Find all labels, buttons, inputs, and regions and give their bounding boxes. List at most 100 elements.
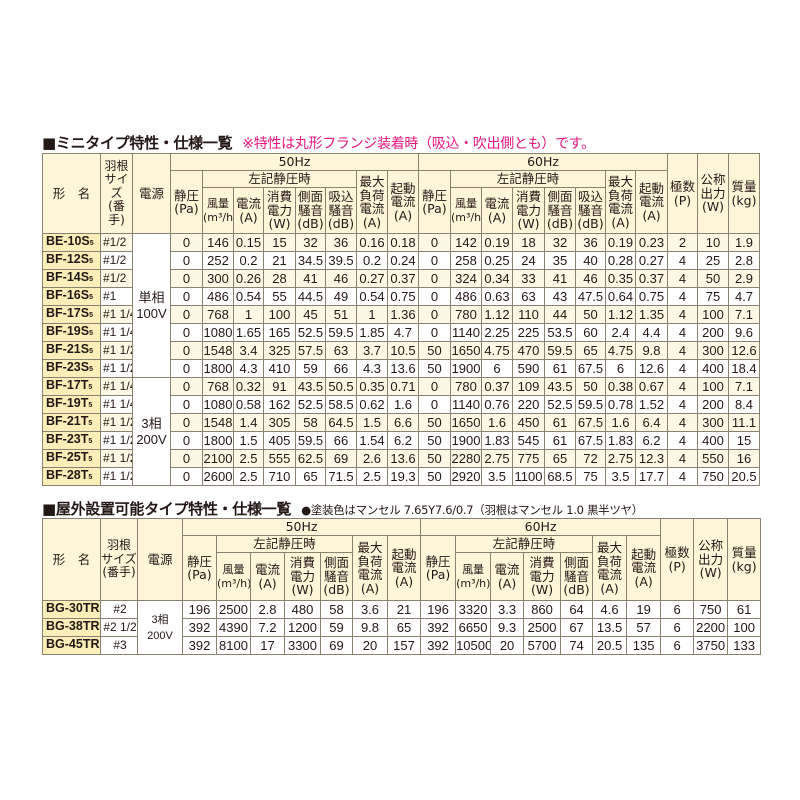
value-cell: 17.7 bbox=[635, 467, 668, 486]
value-cell: 36 bbox=[575, 233, 606, 252]
value-cell: 1650 bbox=[450, 341, 482, 360]
value-cell: 0 bbox=[170, 449, 203, 468]
max-load-current-header: 最大 負荷 電流 (A) bbox=[352, 535, 388, 601]
blade-size: #2 1/2 bbox=[100, 618, 138, 637]
value-cell: 0 bbox=[170, 323, 203, 342]
table-row: BF-19T5#1 1/4010800.5816252.558.50.621.6… bbox=[42, 395, 760, 414]
value-cell: 0.63 bbox=[481, 287, 513, 306]
model-code: BF-12S bbox=[46, 252, 90, 267]
value-cell: 4.7 bbox=[387, 323, 419, 342]
value-cell: 58 bbox=[295, 413, 326, 432]
value-cell: 6.2 bbox=[635, 431, 668, 450]
value-cell: 4 bbox=[667, 377, 698, 396]
model-name: BF-23T5 bbox=[42, 431, 101, 450]
hz50-header: 50Hz bbox=[181, 518, 422, 536]
value-cell: 3.5 bbox=[605, 467, 636, 486]
value-cell: 4 bbox=[667, 251, 698, 270]
model-suffix: 5 bbox=[88, 402, 93, 409]
value-cell: 325 bbox=[263, 341, 296, 360]
model-name: BF-21S5 bbox=[42, 341, 101, 360]
value-cell: 2500 bbox=[523, 618, 562, 637]
value-cell: 21 bbox=[386, 600, 422, 619]
value-cell: 1080 bbox=[202, 395, 234, 414]
value-cell: 28 bbox=[263, 269, 296, 288]
value-cell: 400 bbox=[697, 359, 729, 378]
poles-header: 極数 (P) bbox=[660, 518, 695, 601]
value-cell: 12.6 bbox=[728, 341, 760, 360]
value-cell: 1 bbox=[233, 305, 264, 324]
value-cell: 2.9 bbox=[728, 269, 760, 288]
table-row: BF-14S5 #1/2 0 300 0.26 28 41 46 0.27 0.37 0 324 0.3… bbox=[42, 269, 760, 288]
value-cell: 6 bbox=[605, 359, 636, 378]
value-cell: 60 bbox=[575, 323, 606, 342]
value-cell: 44.5 bbox=[295, 287, 326, 306]
value-cell: 8.4 bbox=[728, 395, 760, 414]
side-noise-header: 側面 騒音 (dB) bbox=[560, 552, 594, 601]
value-cell: 480 bbox=[284, 600, 321, 619]
model-code: BF-19T bbox=[46, 396, 89, 411]
value-cell: 58 bbox=[320, 600, 353, 619]
mini-type-spec-table: 形 名羽根 サイズ (番手) 電源 50Hz 60Hz 極数 (P) 公称 出力 (W) 質… bbox=[42, 153, 760, 486]
value-cell: 109 bbox=[512, 377, 545, 396]
value-cell: 72 bbox=[575, 449, 606, 468]
value-cell: 52.5 bbox=[295, 323, 326, 342]
at-pressure-header: 左記静圧時 bbox=[216, 535, 353, 553]
value-cell: 100 bbox=[697, 305, 729, 324]
value-cell: 0.28 bbox=[605, 251, 636, 270]
model-suffix: 5 bbox=[89, 276, 93, 283]
table-row: BF-16S5 #1 0 486 0.54 55 44.5 49 0.54 0.75 0 486 0.6… bbox=[42, 287, 760, 306]
value-cell: 75 bbox=[575, 467, 606, 486]
value-cell: 1.12 bbox=[605, 305, 636, 324]
value-cell: 67 bbox=[560, 618, 594, 637]
model-suffix: 5 bbox=[88, 438, 93, 445]
value-cell: 4 bbox=[667, 467, 698, 486]
value-cell: 4390 bbox=[216, 618, 251, 637]
value-cell: 0.32 bbox=[233, 377, 264, 396]
value-cell: 1.6 bbox=[387, 395, 419, 414]
value-cell: 545 bbox=[512, 431, 545, 450]
value-cell: 1.52 bbox=[635, 395, 668, 414]
value-cell: 67.5 bbox=[575, 413, 606, 432]
value-cell: 470 bbox=[512, 341, 545, 360]
header-row-2: 静圧 (Pa) 左記静圧時 最大 負荷 電流 (A) 起動 電流 (A) 静圧 (Pa)… bbox=[43, 535, 761, 601]
model-name: BF-25T5 bbox=[42, 449, 101, 468]
current-header: 電流 (A) bbox=[481, 187, 513, 234]
value-cell: 50 bbox=[697, 269, 729, 288]
value-cell: 59 bbox=[295, 359, 326, 378]
value-cell: 1800 bbox=[202, 431, 234, 450]
value-cell: 7.2 bbox=[250, 618, 285, 637]
value-cell: 0.62 bbox=[356, 395, 388, 414]
header-row-1: 形 名羽根 サイズ (番手) 電源 50Hz 60Hz 極数 (P) 公称 出力 (W) 質… bbox=[42, 518, 762, 601]
value-cell: 43.5 bbox=[544, 377, 576, 396]
value-cell: 0.16 bbox=[356, 233, 388, 252]
blade-size: #2 bbox=[100, 600, 138, 619]
hz50-header: 50Hz bbox=[170, 153, 419, 171]
value-cell: 40 bbox=[575, 251, 606, 270]
value-cell: 13.5 bbox=[592, 618, 628, 637]
value-cell: 55 bbox=[263, 287, 296, 306]
value-cell: 392 bbox=[420, 636, 457, 655]
airflow-header: 風量 (m³/h) bbox=[216, 552, 251, 601]
model-code: BF-25T bbox=[46, 450, 89, 465]
value-cell: 53.5 bbox=[544, 323, 576, 342]
starting-current-header: 起動 電流 (A) bbox=[626, 535, 662, 601]
model-suffix: 5 bbox=[99, 625, 100, 632]
value-cell: 300 bbox=[202, 269, 234, 288]
model-suffix: 5 bbox=[89, 348, 93, 355]
value-cell: 20 bbox=[352, 636, 388, 655]
value-cell: 0.2 bbox=[356, 251, 388, 270]
model-name: BF-19T5 bbox=[42, 395, 101, 414]
side-noise-header: 側面 騒音 (dB) bbox=[320, 552, 353, 601]
model-suffix: 5 bbox=[89, 330, 93, 337]
value-cell: 59.5 bbox=[295, 431, 326, 450]
value-cell: 2.8 bbox=[728, 251, 760, 270]
value-cell: 1140 bbox=[450, 323, 482, 342]
model-header: 形 名 bbox=[42, 518, 101, 601]
model-code: BG-38TR bbox=[46, 619, 100, 634]
value-cell: 2.25 bbox=[481, 323, 513, 342]
table-row: BF-21S5#1 1/2015483.432557.5633.710.5501… bbox=[42, 341, 760, 360]
value-cell: 780 bbox=[450, 377, 482, 396]
value-cell: 50 bbox=[418, 359, 451, 378]
value-cell: 3300 bbox=[284, 636, 321, 655]
power-consumption-header: 消費 電力 (W) bbox=[263, 187, 296, 234]
